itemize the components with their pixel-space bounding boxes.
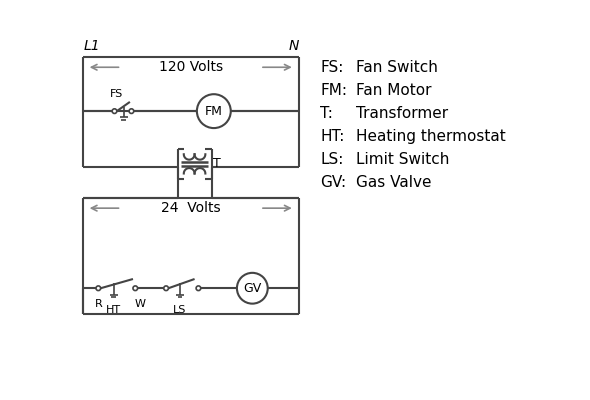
Text: Fan Switch: Fan Switch bbox=[356, 60, 438, 75]
Text: N: N bbox=[288, 39, 299, 53]
Text: 120 Volts: 120 Volts bbox=[159, 60, 223, 74]
Text: T: T bbox=[213, 157, 221, 170]
Text: GV: GV bbox=[243, 282, 261, 295]
Text: LS: LS bbox=[173, 305, 186, 315]
Circle shape bbox=[133, 286, 137, 290]
Text: R: R bbox=[94, 299, 102, 309]
Text: FS: FS bbox=[110, 89, 123, 99]
Circle shape bbox=[112, 109, 117, 114]
Circle shape bbox=[237, 273, 268, 304]
Circle shape bbox=[96, 286, 101, 290]
Circle shape bbox=[164, 286, 168, 290]
Text: Gas Valve: Gas Valve bbox=[356, 175, 432, 190]
Text: Heating thermostat: Heating thermostat bbox=[356, 129, 506, 144]
Text: Transformer: Transformer bbox=[356, 106, 448, 121]
Text: HT: HT bbox=[106, 305, 122, 315]
Circle shape bbox=[196, 286, 201, 290]
Text: Limit Switch: Limit Switch bbox=[356, 152, 450, 167]
Circle shape bbox=[129, 109, 134, 114]
Text: Fan Motor: Fan Motor bbox=[356, 83, 432, 98]
Text: L1: L1 bbox=[84, 39, 100, 53]
Circle shape bbox=[197, 94, 231, 128]
Text: T:: T: bbox=[320, 106, 333, 121]
Text: W: W bbox=[135, 299, 145, 309]
Text: FM:: FM: bbox=[320, 83, 347, 98]
Text: HT:: HT: bbox=[320, 129, 345, 144]
Text: LS:: LS: bbox=[320, 152, 343, 167]
Text: GV:: GV: bbox=[320, 175, 346, 190]
Text: 24  Volts: 24 Volts bbox=[161, 201, 221, 215]
Text: FS:: FS: bbox=[320, 60, 343, 75]
Text: FM: FM bbox=[205, 105, 223, 118]
